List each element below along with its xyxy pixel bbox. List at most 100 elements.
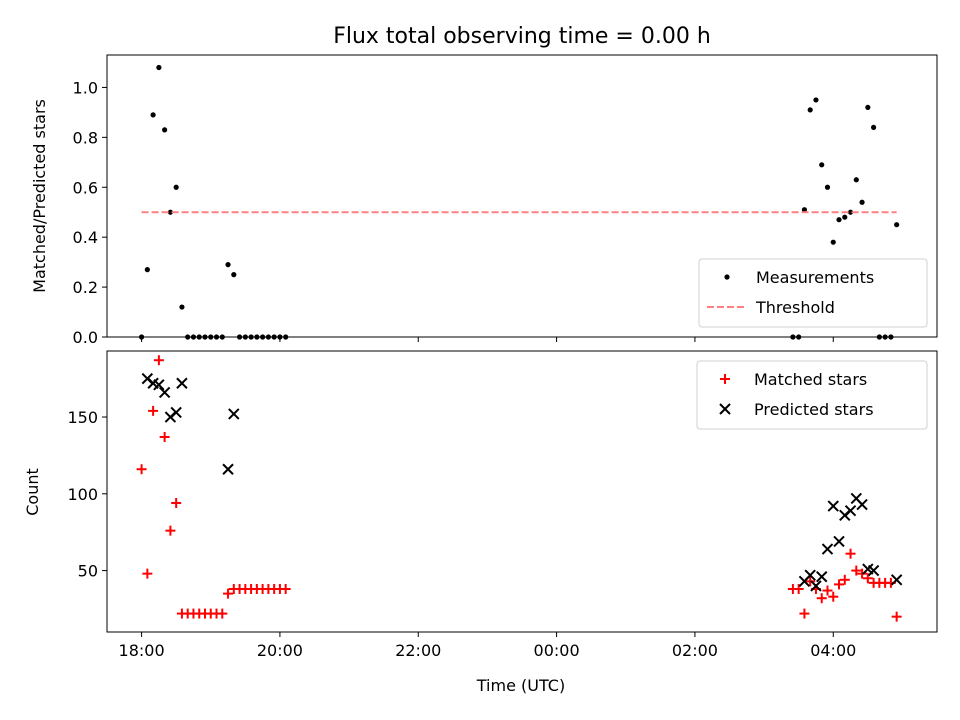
matched-stars-point — [834, 579, 845, 590]
matched-stars-point — [793, 584, 804, 595]
measurement-point — [144, 267, 150, 273]
x-tick-label: 18:00 — [119, 641, 165, 660]
matched-stars-point — [159, 431, 170, 442]
chart-title: Flux total observing time = 0.00 h — [333, 24, 711, 49]
predicted-stars-point — [170, 406, 182, 419]
y-tick-label: 1.0 — [73, 78, 98, 97]
x-tick-label: 00:00 — [534, 641, 580, 660]
x-axis-label: Time (UTC) — [476, 676, 565, 695]
measurement-point — [842, 214, 848, 220]
measurement-point — [847, 209, 854, 215]
top-panel: 0.0 0.2 0.4 0.6 0.8 1.0 Matched/Predicted sta… — [30, 54, 938, 347]
axes-frame — [106, 54, 938, 338]
measurement-point — [853, 177, 859, 183]
measurement-point — [859, 199, 865, 205]
measurement-point — [865, 104, 871, 111]
y-tick-label: 0.4 — [73, 228, 98, 247]
predicted-stars-point — [816, 571, 828, 583]
matched-stars-point — [805, 576, 816, 587]
measurement-point — [162, 127, 168, 133]
measurement-point — [813, 97, 819, 103]
measurement-point — [807, 107, 813, 113]
matched-stars-point — [799, 608, 810, 619]
legend-label: Matched stars — [754, 370, 867, 389]
measurement-point — [231, 272, 237, 278]
legend-entry: Matched stars — [720, 370, 867, 389]
predicted-stars-point — [810, 580, 822, 592]
legend-box — [696, 360, 928, 430]
y-tick-label: 0.2 — [73, 278, 98, 297]
bottom-legend: Matched stars Predicted stars — [696, 360, 928, 430]
predicted-stars-point — [867, 564, 880, 577]
legend-entry: Measurements — [724, 268, 874, 287]
y-tick-label: 0.8 — [73, 128, 98, 147]
matched-stars-point — [142, 568, 153, 579]
predicted-stars-point — [844, 504, 857, 517]
matched-stars-point — [828, 591, 839, 602]
predicted-stars-point — [176, 377, 188, 389]
predicted-stars-point — [153, 379, 165, 391]
matched-stars-point — [280, 584, 291, 595]
matched-stars-point — [217, 608, 228, 619]
predicted-stars-point — [821, 543, 834, 555]
legend-entry: Threshold — [707, 298, 835, 317]
measurement-point — [150, 112, 156, 118]
legend-box — [698, 258, 928, 328]
predicted-stars-point — [890, 574, 903, 586]
series-matched-stars — [136, 355, 902, 622]
legend-label: Threshold — [755, 298, 835, 317]
predicted-stars-point — [804, 569, 816, 581]
measurement-point — [179, 304, 185, 310]
legend-entry: Predicted stars — [719, 400, 874, 419]
top-legend: Measurements Threshold — [698, 258, 928, 328]
matched-stars-point — [136, 464, 147, 475]
predicted-stars-point — [833, 535, 845, 548]
predicted-stars-point — [827, 500, 839, 512]
measurement-point — [894, 222, 900, 228]
measurement-point — [225, 262, 231, 268]
y-tick-label: 0.0 — [73, 328, 98, 347]
y-tick-label: 150 — [67, 408, 98, 427]
bottom-plot-area — [136, 355, 903, 622]
matched-stars-point — [816, 593, 827, 604]
measurement-point — [801, 207, 808, 213]
x-tick-label: 02:00 — [672, 641, 718, 660]
axes-frame — [106, 350, 938, 633]
matched-stars-point — [851, 565, 862, 576]
y-tick-label: 50 — [78, 562, 98, 581]
predicted-stars-point — [228, 408, 240, 420]
measurement-point — [830, 239, 836, 245]
measurement-point — [156, 64, 162, 71]
series-predicted-stars — [141, 372, 903, 592]
top-plot-area — [138, 64, 900, 340]
x-tick-label: 04:00 — [810, 641, 856, 660]
matched-stars-point — [839, 574, 850, 585]
matched-stars-point — [862, 573, 873, 584]
measurement-point — [819, 162, 825, 168]
measurement-point — [870, 124, 877, 130]
bottom-y-axis-label: Count — [23, 468, 42, 516]
matched-stars-point — [845, 548, 856, 559]
measurement-point — [824, 184, 831, 190]
matched-stars-point — [165, 525, 176, 536]
measurement-point — [836, 217, 842, 223]
matched-stars-point — [223, 588, 234, 599]
y-tick-label: 0.6 — [73, 178, 98, 197]
x-tick-label: 20:00 — [257, 641, 303, 660]
measurement-point — [167, 209, 174, 215]
y-tick-label: 100 — [67, 485, 98, 504]
legend-label: Measurements — [756, 268, 874, 287]
matched-stars-point — [857, 568, 868, 579]
predicted-stars-point — [222, 463, 234, 475]
legend-label: Predicted stars — [754, 400, 874, 419]
top-y-axis-label: Matched/Predicted stars — [30, 99, 49, 293]
matched-stars-point — [822, 585, 833, 596]
bottom-panel: 50 100 150 18:00 20:00 22:00 00:00 02:00 04:00 C… — [23, 350, 938, 695]
matched-stars-point — [153, 355, 164, 366]
predicted-stars-point — [856, 498, 868, 511]
measurement-point — [173, 184, 179, 190]
matched-stars-point — [891, 611, 902, 622]
matched-stars-point — [148, 405, 159, 416]
predicted-stars-point — [158, 386, 171, 399]
